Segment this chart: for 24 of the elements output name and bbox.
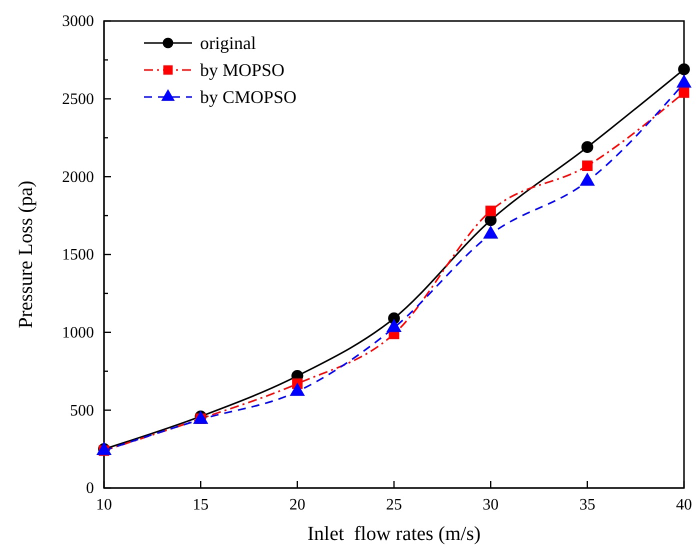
y-tick-label: 1000 [62,324,94,342]
y-tick-label: 0 [86,480,94,498]
y-axis-title: Pressure Loss (pa) [15,180,37,328]
point [678,87,690,98]
x-tick-label: 35 [579,496,596,514]
x-tick-label: 20 [289,496,306,514]
legend-label: by CMOPSO [200,87,297,107]
x-tick-label: 30 [482,496,499,514]
x-tick-label: 40 [676,496,692,514]
y-tick-label: 3000 [62,13,94,30]
point [582,160,593,172]
point [485,206,496,216]
x-axis-title: Inlet flow rates (m/s) [307,523,481,545]
legend-label: by MOPSO [200,60,285,80]
x-tick-label: 15 [192,496,209,514]
point [678,63,690,76]
x-tick-label: 10 [96,496,112,514]
y-tick-label: 2500 [62,90,94,108]
legend-label: original [200,33,256,53]
x-tick-label: 25 [386,496,402,514]
y-tick-label: 1500 [62,246,94,264]
y-tick-label: 2000 [62,168,94,186]
point [581,141,594,153]
y-tick-label: 500 [70,402,94,420]
